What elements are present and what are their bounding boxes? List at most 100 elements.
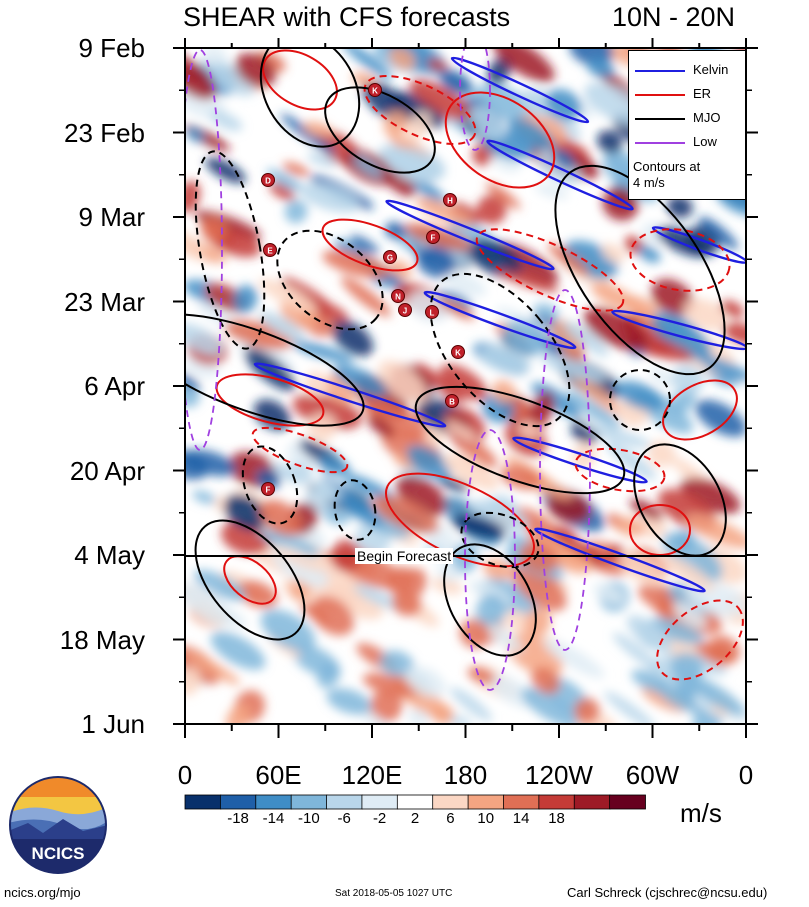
legend-label-low: Low [693,134,717,149]
storm-marker-label: E [267,247,273,256]
anomaly-blob [485,182,521,210]
chart-title: SHEAR with CFS forecasts [183,2,511,32]
anomaly-blob [290,341,355,363]
anomaly-blob [698,216,739,250]
storm-marker-label: G [387,254,393,263]
anomaly-blob [405,666,446,698]
anomaly-blob [459,618,490,649]
colorbar-tick-label: 18 [548,810,565,827]
anomaly-blob [266,168,304,192]
anomaly-blob [391,591,422,617]
legend-contour-note: Contours at 4 m/s [633,159,700,191]
anomaly-blob [185,582,235,628]
colorbar-swatch [432,794,469,810]
anomaly-blob [523,607,551,637]
contour [475,228,625,312]
anomaly-blob [695,641,731,665]
anomaly-blob [566,391,622,429]
anomaly-blob [362,672,418,698]
legend-swatch-low [635,142,685,144]
storm-marker: G [383,250,397,264]
storm-marker: F [426,230,440,244]
storm-marker: K [368,83,382,97]
x-tick-label: 60W [625,760,680,790]
contour [185,313,365,427]
anomaly-blob [282,162,310,177]
anomaly-blob [574,697,600,724]
anomaly-blob [431,577,463,595]
anomaly-blob [685,581,746,617]
footer-site[interactable]: ncics.org/mjo [4,885,81,900]
anomaly-blob [388,260,412,279]
contour [539,289,591,651]
anomaly-blob [597,130,623,154]
contour [574,447,666,493]
anomaly-blob [657,553,715,591]
anomaly-blob [686,674,746,716]
anomaly-blob [303,121,334,138]
anomaly-blob [444,270,487,297]
anomaly-blob [341,48,393,80]
legend-swatch-mjo [635,118,685,120]
anomaly-blob [284,199,308,224]
anomaly-blob [185,449,236,477]
legend-swatch-kelvin [635,70,685,72]
contour [459,48,491,151]
x-tick-label: 120W [525,760,593,790]
contour [611,309,746,351]
y-tick-label: 1 Jun [81,709,145,739]
contour [444,91,556,189]
anomaly-blob [322,250,391,279]
anomaly-blob [185,666,202,696]
anomaly-blob [389,48,416,70]
anomaly-blob [547,243,590,276]
anomaly-blob [586,57,615,79]
storm-marker-label: B [449,398,455,407]
anomaly-blob [192,490,217,504]
y-tick-label: 9 Feb [78,33,146,63]
anomaly-blob [337,497,384,528]
contour [414,385,626,495]
anomaly-blob [543,638,605,679]
contour [450,56,590,124]
anomaly-blob [720,300,745,318]
anomaly-blob [438,477,470,492]
anomaly-blob [312,480,344,504]
storm-marker-label: D [265,177,271,186]
colorbar-swatch [467,794,505,810]
anomaly-blob [260,609,316,652]
colorbar-swatch [609,794,646,810]
anomaly-blob [369,689,403,723]
colorbar-tick-label: -2 [372,810,387,827]
anomaly-blob [280,113,336,155]
storm-marker-label: J [403,307,407,316]
anomaly-blob [259,311,306,342]
anomaly-blob [307,152,337,167]
anomaly-blob [666,195,693,219]
contour [241,445,299,525]
logo-text: NCICS [32,844,85,863]
anomaly-blob [269,182,295,201]
y-tick-label: 4 May [74,540,145,570]
x-tick-label: 0 [177,760,193,790]
legend-item-er: ER [629,85,745,105]
anomaly-blob [604,691,656,724]
legend-note-line1: Contours at [633,159,701,174]
anomaly-blob [507,117,555,151]
contour [253,362,447,428]
storm-marker: D [261,173,275,187]
anomaly-blob [333,364,388,397]
anomaly-blob [209,110,243,131]
anomaly-blob [593,583,625,605]
anomaly-blob [185,227,205,260]
anomaly-blob [351,72,377,87]
anomaly-blob [638,245,661,263]
y-tick-label: 23 Feb [64,117,145,148]
contour [363,74,477,146]
legend-swatch-er [635,94,685,96]
anomaly-blob [468,238,522,278]
colorbar-swatch [290,794,328,810]
contour [534,527,706,593]
storm-marker: E [263,243,277,257]
anomaly-blob [531,382,582,419]
